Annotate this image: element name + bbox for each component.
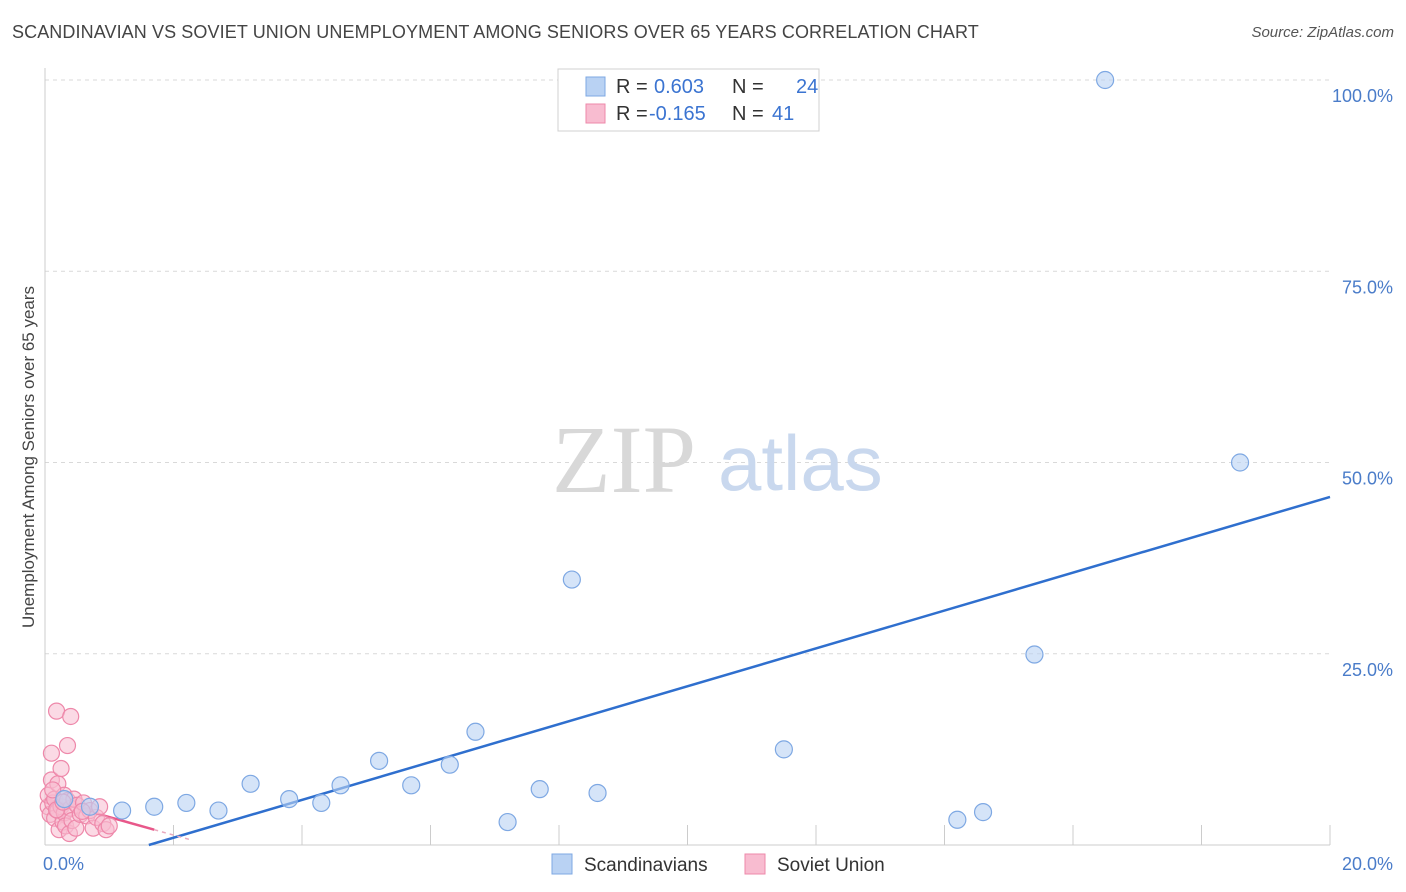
data-point-soviet-union <box>62 707 80 726</box>
data-point-scandinavians <box>1096 70 1115 90</box>
y-axis-label: Unemployment Among Seniors over 65 years <box>19 286 38 628</box>
legend-r-label: R = <box>616 76 648 98</box>
data-point-scandinavians <box>80 797 100 816</box>
legend-n-value: 41 <box>772 103 794 125</box>
trend-layer <box>44 495 1331 847</box>
x-tick-label: 0.0% <box>43 854 84 874</box>
data-point-soviet-union <box>44 781 62 799</box>
trend-line-scandinavians <box>148 495 1331 847</box>
data-point-scandinavians <box>331 776 350 795</box>
data-point-scandinavians <box>530 780 549 799</box>
data-point-scandinavians <box>562 570 581 589</box>
data-point-scandinavians <box>774 740 793 759</box>
data-point-scandinavians <box>440 755 459 774</box>
legend-r-value: -0.165 <box>649 103 706 125</box>
watermark: ZIP atlas <box>552 406 883 513</box>
data-point-scandinavians <box>280 789 299 809</box>
data-point-scandinavians <box>466 722 485 741</box>
data-point-scandinavians <box>209 801 228 820</box>
y-tick-label: 75.0% <box>1342 277 1393 297</box>
legend-swatch-scandinavians <box>585 76 606 97</box>
y-tick-label: 100.0% <box>1332 86 1393 106</box>
watermark-atlas: atlas <box>718 419 883 507</box>
trend-line-soviet-union-extension <box>154 828 193 842</box>
data-point-scandinavians <box>112 801 132 820</box>
data-point-scandinavians <box>498 812 517 832</box>
legend-r-value: 0.603 <box>654 76 704 98</box>
chart-title: SCANDINAVIAN VS SOVIET UNION UNEMPLOYMEN… <box>12 22 979 42</box>
data-point-scandinavians <box>1230 453 1250 472</box>
data-point-scandinavians <box>177 793 196 813</box>
bottom-legend-swatch-soviet-union <box>744 853 766 875</box>
bottom-legend-swatch-scandinavians <box>551 853 573 875</box>
y-tick-label: 50.0% <box>1342 469 1393 489</box>
data-point-scandinavians <box>588 783 607 803</box>
points-layer <box>39 70 1250 843</box>
watermark-zip: ZIP <box>552 406 696 513</box>
data-point-soviet-union <box>42 744 61 762</box>
data-point-soviet-union <box>52 759 70 778</box>
legend-r-label: R = <box>616 103 648 125</box>
legend-swatch-soviet-union <box>585 103 606 124</box>
data-point-scandinavians <box>370 751 389 770</box>
data-point-soviet-union <box>100 817 118 835</box>
data-point-scandinavians <box>145 797 164 816</box>
legend-n-label: N = <box>732 103 764 125</box>
data-point-soviet-union <box>58 736 77 755</box>
bottom-legend-label-soviet-union: Soviet Union <box>777 855 885 876</box>
data-point-scandinavians <box>402 776 421 795</box>
data-point-scandinavians <box>312 793 331 813</box>
data-point-scandinavians <box>1025 645 1044 664</box>
axis-layer: 25.0% 50.0% 75.0% 100.0% 0.0% 20.0% <box>43 68 1393 874</box>
x-tick-label: 20.0% <box>1342 854 1393 874</box>
data-point-scandinavians <box>55 789 74 809</box>
grid-layer <box>45 79 1330 655</box>
legend: R = 0.603 N = 24 R = -0.165 N = 41 <box>557 68 820 132</box>
legend-n-label: N = <box>732 76 764 98</box>
bottom-legend-label-scandinavians: Scandinavians <box>584 855 708 876</box>
legend-n-value: 24 <box>796 76 818 98</box>
chart-source: Source: ZipAtlas.com <box>1251 24 1394 41</box>
bottom-legend: Scandinavians Soviet Union <box>551 853 885 876</box>
data-point-scandinavians <box>973 803 993 822</box>
data-point-scandinavians <box>241 774 260 793</box>
y-tick-label: 25.0% <box>1342 660 1393 680</box>
data-point-scandinavians <box>948 810 967 829</box>
